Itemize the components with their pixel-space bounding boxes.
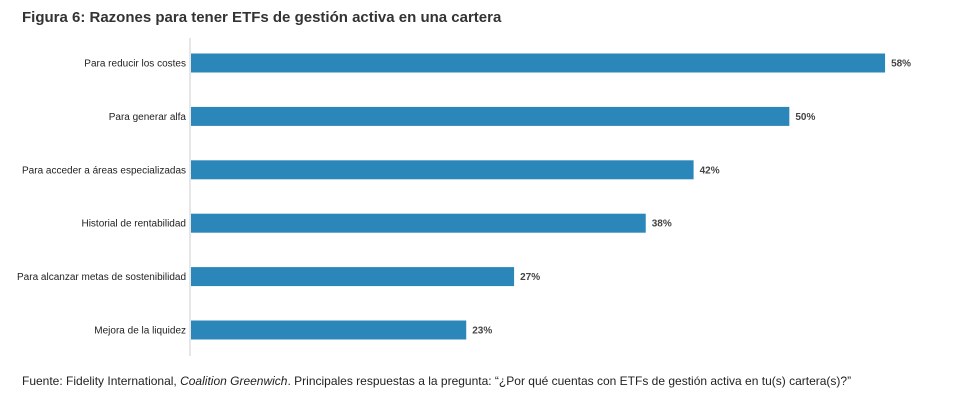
source-prefix: Fuente: Fidelity International, [22, 374, 181, 388]
value-label-para-alcanzar-metas-de-sostenibilidad: 27% [520, 272, 540, 283]
bar-para-generar-alfa [191, 106, 790, 126]
value-label-para-reducir-los-costes: 58% [891, 59, 911, 70]
value-label-mejora-de-la-liquidez: 23% [472, 326, 492, 337]
source-suffix: . Principales respuestas a la pregunta: … [287, 374, 852, 388]
category-label-para-generar-alfa: Para generar alfa [109, 112, 187, 123]
category-label-mejora-de-la-liquidez: Mejora de la liquidez [94, 326, 186, 337]
bars-group: Para reducir los costes 58% Para generar a… [17, 53, 911, 340]
source-italic: Coalition Greenwich [180, 374, 288, 388]
bar-para-acceder-a-areas-especializadas [191, 160, 694, 180]
value-label-historial-de-rentabilidad: 38% [652, 219, 672, 230]
bar-historial-de-rentabilidad [191, 213, 646, 233]
bar-mejora-de-la-liquidez [191, 320, 467, 340]
value-label-para-acceder-a-areas-especializadas: 42% [700, 165, 720, 176]
category-label-historial-de-rentabilidad: Historial de rentabilidad [81, 219, 186, 230]
category-label-para-reducir-los-costes: Para reducir los costes [84, 59, 186, 70]
bar-para-reducir-los-costes [191, 53, 886, 73]
category-label-para-acceder-a-areas-especializadas: Para acceder a áreas especializadas [22, 165, 186, 176]
bar-chart: Para reducir los costes 58% Para generar a… [17, 38, 911, 356]
chart-title: Figura 6: Razones para tener ETFs de ges… [22, 9, 502, 26]
value-label-para-generar-alfa: 50% [795, 112, 815, 123]
bar-para-alcanzar-metas-de-sostenibilidad [191, 267, 515, 287]
category-label-para-alcanzar-metas-de-sostenibilidad: Para alcanzar metas de sostenibilidad [17, 272, 186, 283]
source-note: Fuente: Fidelity International, Coalitio… [22, 374, 851, 388]
